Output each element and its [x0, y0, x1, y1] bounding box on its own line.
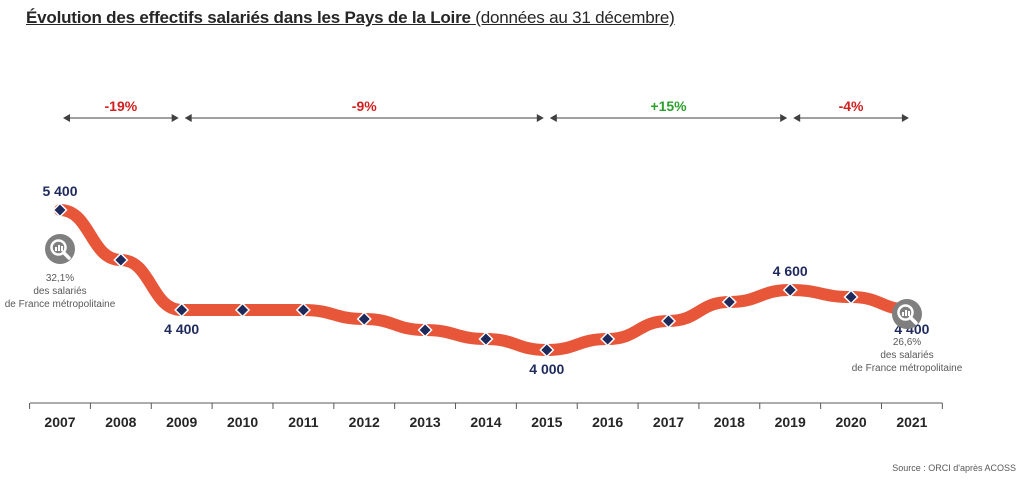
- data-label: 4 600: [773, 263, 808, 279]
- period-change-label: -9%: [352, 98, 377, 114]
- magnifier-handle: [61, 250, 71, 260]
- data-point-marker: [721, 294, 737, 310]
- magnifier-bar: [55, 247, 57, 251]
- chart-title: Évolution des effectifs salariés dans le…: [26, 8, 675, 28]
- data-point-marker: [234, 302, 251, 318]
- period-arrow-head-left: [184, 114, 192, 122]
- x-tick-label: 2019: [775, 414, 806, 430]
- data-point-marker: [417, 322, 433, 338]
- magnifier-lens: [50, 239, 67, 256]
- source-note: Source : ORCI d'après ACOSS: [892, 463, 1016, 473]
- magnifier-lens: [897, 304, 914, 321]
- share-note-percent: 26,6%: [892, 337, 922, 348]
- data-point-marker: [660, 313, 677, 329]
- period-change-label: +15%: [650, 98, 687, 114]
- share-note-line2: de France métropolitaine: [4, 299, 116, 310]
- chart-title-sub: (données au 31 décembre): [475, 8, 675, 27]
- chart-title-main: Évolution des effectifs salariés dans le…: [26, 8, 471, 27]
- x-tick-label: 2021: [896, 414, 927, 430]
- period-arrow-head-left: [793, 114, 801, 122]
- data-point-marker: [356, 311, 372, 327]
- x-tick-label: 2012: [349, 414, 380, 430]
- magnifier-bar: [61, 246, 63, 251]
- x-tick-label: 2011: [288, 414, 319, 430]
- magnifier-handle: [908, 315, 918, 325]
- data-label: 5 400: [42, 183, 77, 199]
- share-note-2021: 26,6% des salariés de France métropolita…: [837, 336, 977, 375]
- share-note-line1: des salariés: [880, 350, 934, 361]
- data-point-marker: [478, 331, 494, 347]
- period-arrow-head-right: [171, 114, 179, 122]
- data-point-marker: [782, 282, 798, 298]
- magnifier-bar: [908, 311, 910, 316]
- x-tick-label: 2013: [410, 414, 441, 430]
- x-tick-label: 2017: [653, 414, 684, 430]
- x-tick-label: 2009: [166, 414, 197, 430]
- magnifier-bar: [902, 312, 904, 316]
- period-arrow-head-right: [780, 114, 788, 122]
- x-tick-label: 2015: [531, 414, 562, 430]
- data-point-marker: [843, 289, 859, 305]
- share-note-percent: 32,1%: [45, 273, 75, 284]
- data-point-marker: [174, 302, 190, 318]
- period-arrow-head-left: [63, 114, 70, 122]
- data-label: 4 000: [529, 361, 564, 377]
- share-note-2007: 32,1% des salariés de France métropolita…: [0, 272, 130, 311]
- period-arrow-head-left: [549, 114, 557, 122]
- data-label: 4 400: [164, 321, 199, 337]
- period-change-label: -19%: [105, 98, 138, 114]
- x-tick-label: 2020: [835, 414, 866, 430]
- x-tick-label: 2007: [44, 414, 75, 430]
- share-note-line2: de France métropolitaine: [851, 363, 963, 374]
- x-tick-label: 2018: [714, 414, 745, 430]
- data-point-marker: [539, 342, 555, 358]
- data-point-marker: [295, 302, 311, 318]
- period-arrow-head-right: [901, 114, 909, 122]
- period-change-label: -4%: [839, 98, 864, 114]
- x-tick-label: 2014: [470, 414, 501, 430]
- x-tick-label: 2010: [227, 414, 258, 430]
- data-point-marker: [52, 202, 68, 218]
- x-tick-label: 2008: [105, 414, 136, 430]
- data-point-marker: [600, 331, 616, 347]
- magnifier-bar: [58, 245, 60, 251]
- magnifier-bar: [905, 310, 907, 316]
- data-point-marker: [113, 252, 129, 268]
- share-note-line1: des salariés: [33, 286, 87, 297]
- period-arrow-head-right: [536, 114, 544, 122]
- x-tick-label: 2016: [592, 414, 623, 430]
